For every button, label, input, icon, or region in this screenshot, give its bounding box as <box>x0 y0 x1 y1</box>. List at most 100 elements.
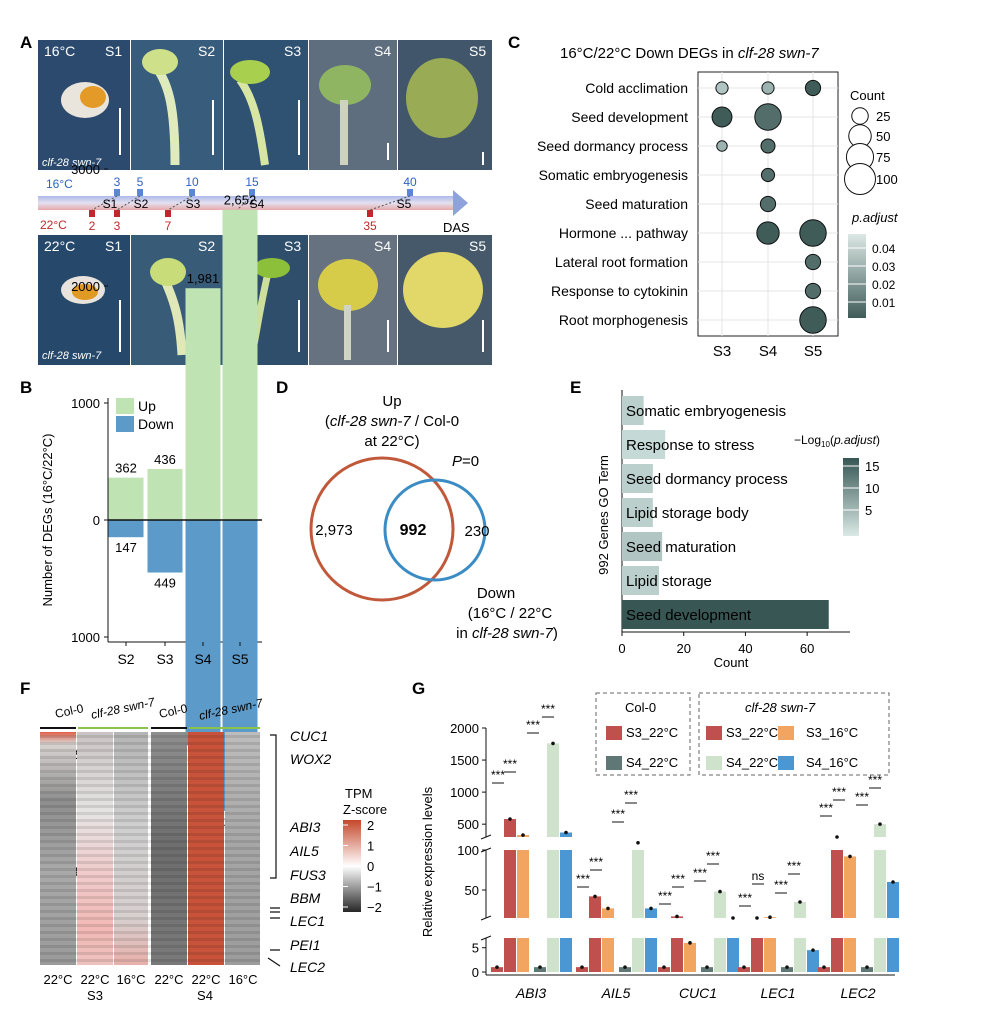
expr-bar <box>560 938 572 972</box>
dotplot-point <box>711 106 733 128</box>
legend-label: S3_22°C <box>626 725 678 740</box>
sig-label: *** <box>491 768 505 782</box>
expr-bar <box>504 819 516 837</box>
heatmap-temp-label: 22°C <box>80 972 109 987</box>
dotplot-point <box>799 219 827 247</box>
photo-labels-16c: 16°C S1 S2 S3 S4 S5 clf-28 swn-7 <box>42 43 486 169</box>
zscore-tick-label: −1 <box>367 880 382 895</box>
venn-up-title: Up <box>382 393 401 410</box>
go-term-label: Lipid storage <box>626 573 712 590</box>
leaf-cluster <box>319 65 371 105</box>
panel-b-ylabel: Number of DEGs (16°C/22°C) <box>40 434 55 607</box>
photo-stage-16c-s1: S1 <box>105 43 122 59</box>
expr-bar <box>684 942 696 972</box>
legend-label: S4_16°C <box>806 755 858 770</box>
photo-stage-22c-s2: S2 <box>198 238 215 254</box>
venn-p-label: P <box>452 453 462 470</box>
dotplot: S3 S4 S5 Cold acclimation Seed development Se… <box>537 72 838 360</box>
go-term-label: Seed maturation <box>626 539 736 556</box>
zscore-tick-label: 0 <box>367 859 374 874</box>
photo-stage-16c-s5: S5 <box>469 43 486 59</box>
bar-down <box>108 520 144 538</box>
zscore-legend-ticks: 2 1 0 −1 −2 <box>343 818 382 915</box>
x-tick-label: S2 <box>117 651 134 667</box>
expr-bar <box>807 950 819 972</box>
seedling-16c-s3 <box>236 77 269 166</box>
timeline-day-22c: 3 <box>114 219 121 233</box>
dotplot-x-label: S5 <box>804 343 822 360</box>
sig-label: *** <box>855 790 869 804</box>
y-tick-label: 50 <box>465 883 479 898</box>
expr-bar <box>818 967 830 972</box>
legend-swatch <box>706 726 722 740</box>
go-bar <box>622 396 644 425</box>
expr-point <box>593 894 597 899</box>
venn-p-value: P=0 <box>452 453 479 470</box>
zscore-legend-title1: TPM <box>345 786 372 801</box>
expr-bar <box>589 896 601 918</box>
legend-tick-label: 10 <box>865 481 879 496</box>
bar-up <box>222 209 258 520</box>
stem <box>344 305 351 360</box>
y-tick-label: 2000 <box>71 279 100 294</box>
expr-bar <box>547 743 559 837</box>
expr-bar <box>504 850 516 918</box>
sig-label: *** <box>576 872 590 886</box>
expr-bar <box>887 938 899 972</box>
expr-point <box>521 833 525 837</box>
panel-e-legend-ticks: 15 10 5 <box>843 459 879 518</box>
axis-break <box>480 915 492 921</box>
expr-point <box>742 965 746 969</box>
cotyledon <box>142 49 178 75</box>
bar-down <box>185 520 221 746</box>
dotplot-term-label: Lateral root formation <box>555 254 688 270</box>
heatmap-mut-a: clf-28 swn-7 <box>90 695 157 722</box>
y-tick-label: 100 <box>457 843 479 858</box>
venn-center-count: 992 <box>400 522 427 539</box>
cotyledon <box>254 258 290 278</box>
expr-bar <box>727 938 739 972</box>
photo-stage-22c-s3: S3 <box>284 238 301 254</box>
panel-g-ylabel: Relative expression levels <box>420 786 435 937</box>
photo-stage-16c-s2: S2 <box>198 43 215 59</box>
bar-up-label: 1,981 <box>187 271 220 286</box>
expr-point <box>865 965 869 969</box>
expr-point <box>623 965 627 969</box>
y-tick-label: 0 <box>93 513 100 528</box>
sig-label: *** <box>658 889 672 903</box>
timeline-connector <box>369 195 411 211</box>
x-tick-label: LEC1 <box>760 985 795 1001</box>
dotplot-term-label: Cold acclimation <box>585 80 688 96</box>
callus-cluster <box>403 252 483 328</box>
legend-label: S3_22°C <box>726 725 778 740</box>
timeline-day-16c: 5 <box>137 175 144 189</box>
timeline-connector <box>167 195 193 211</box>
x-tick-label: 40 <box>738 641 752 656</box>
expr-point <box>508 817 512 821</box>
venn-left-count: 2,973 <box>315 522 353 539</box>
zscore-colorbar <box>343 820 361 912</box>
expr-bar <box>602 908 614 918</box>
timeline-connector <box>116 195 141 211</box>
timeline-mark-16c <box>249 189 255 196</box>
panel-label-b: B <box>20 378 32 397</box>
log-rest: ( <box>830 433 834 447</box>
timeline-stage-label: S3 <box>186 197 201 211</box>
dotplot-point <box>754 103 782 131</box>
sig-label: *** <box>671 872 685 886</box>
expr-point <box>564 830 568 835</box>
gene-label: LEC2 <box>290 959 325 975</box>
panel-e-legend-title: −Log10(p.adjust) <box>794 433 880 449</box>
expr-point <box>675 914 679 919</box>
legend-swatch <box>778 726 794 740</box>
count-legend-label: 75 <box>876 150 890 165</box>
timeline-axis-label: DAS <box>443 220 470 235</box>
timeline-stage-label: S2 <box>134 197 149 211</box>
sig-label: *** <box>541 702 555 716</box>
count-legend-label: 25 <box>876 109 890 124</box>
y-tick-label: 0 <box>472 965 479 980</box>
expr-bar <box>714 891 726 918</box>
expr-bar <box>576 967 588 972</box>
timeline-connector <box>236 195 253 211</box>
timeline-day-22c: 35 <box>363 219 377 233</box>
